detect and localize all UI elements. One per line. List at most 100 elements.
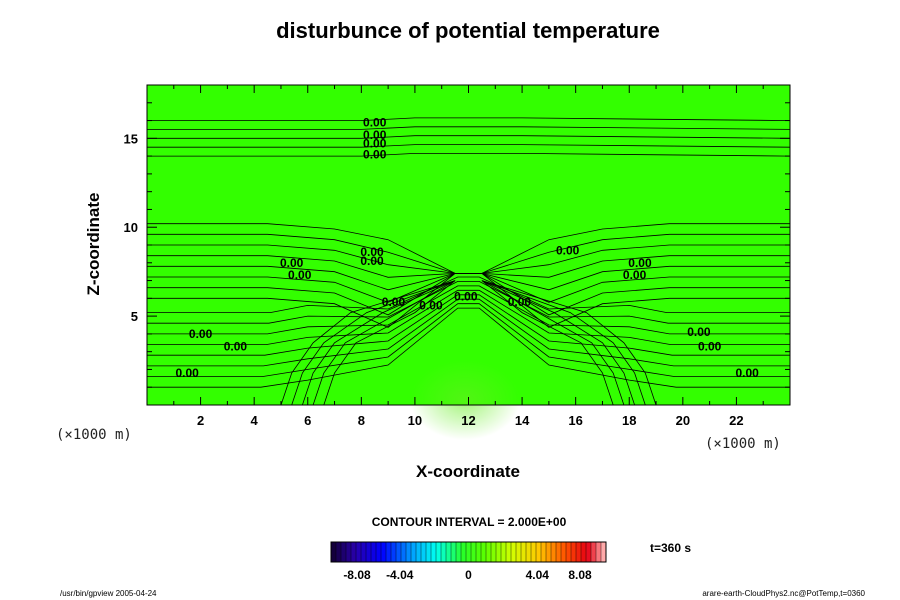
- colorbar-cell: [346, 542, 352, 562]
- contour-line: [312, 280, 456, 406]
- contour-line: [147, 289, 790, 345]
- contour-line: [481, 280, 657, 406]
- colorbar-cell: [426, 542, 432, 562]
- colorbar-cell: [366, 542, 372, 562]
- contour-label: 0.00: [280, 256, 304, 270]
- colorbar-cell: [516, 542, 522, 562]
- contour-interval: CONTOUR INTERVAL = 2.000E+00: [372, 515, 567, 529]
- contour-line: [291, 280, 456, 406]
- colorbar-frame: [330, 541, 607, 563]
- colorbar-cell: [381, 542, 387, 562]
- colorbar-cell: [476, 542, 482, 562]
- x-tick-label: 8: [358, 413, 365, 428]
- x-tick-label: 18: [622, 413, 636, 428]
- colorbar-cell: [586, 542, 592, 562]
- contour-label: 0.00: [363, 137, 387, 151]
- x-axis: 2 4 6 8 10 12 14 16 18 20 22: [173, 85, 764, 428]
- colorbar-cell: [566, 542, 572, 562]
- colorbar-cell: [471, 542, 477, 562]
- x-tick-label: 14: [515, 413, 530, 428]
- colorbar-cell: [376, 542, 382, 562]
- colorbar-cell: [371, 542, 377, 562]
- colorbar-cell: [581, 542, 587, 562]
- colorbar-cell: [401, 542, 407, 562]
- colorbar-cell: [436, 542, 442, 562]
- contour-label: 0.00: [224, 339, 248, 353]
- colorbar-cell: [466, 542, 472, 562]
- plot-area: 0.000.000.000.000.000.000.000.000.000.00…: [146, 84, 791, 440]
- colorbar-cell: [596, 542, 602, 562]
- colorbar-cell: [481, 542, 487, 562]
- colorbar-cell: [501, 542, 507, 562]
- colorbar-cell: [461, 542, 467, 562]
- footer-right: arare-earth-CloudPhys2.nc@PotTemp,t=0360: [702, 589, 865, 598]
- contour-label: 0.00: [556, 243, 580, 257]
- colorbar-cell: [551, 542, 557, 562]
- contour-label: 0.00: [735, 366, 759, 380]
- contour-labels: 0.000.000.000.000.000.000.000.000.000.00…: [176, 115, 760, 380]
- contour-line: [147, 281, 790, 324]
- y-axis: 5 10 15: [124, 102, 790, 388]
- colorbar-cell: [331, 542, 337, 562]
- contour-label: 0.00: [508, 295, 532, 309]
- colorbar-tick-label: 4.04: [526, 568, 550, 582]
- colorbar-cell: [521, 542, 527, 562]
- colorbar-cell: [361, 542, 367, 562]
- footer-left: /usr/bin/gpview 2005-04-24: [60, 589, 157, 598]
- contour-label: 0.00: [176, 366, 200, 380]
- contour-line: [147, 135, 791, 139]
- colorbar-cell: [356, 542, 362, 562]
- contour-line: [481, 280, 614, 406]
- y-axis-unit: (×1000 m): [56, 427, 132, 443]
- contour-label: 0.00: [360, 254, 384, 268]
- colorbar-cell: [431, 542, 437, 562]
- contour-label: 0.00: [698, 339, 722, 353]
- y-tick-label: 5: [131, 309, 138, 324]
- colorbar: -8.08 -4.04 0 4.04 8.08: [330, 541, 607, 582]
- contour-label: 0.00: [189, 327, 213, 341]
- colorbar-cell: [446, 542, 452, 562]
- contour-line: [147, 144, 791, 148]
- colorbar-cell: [561, 542, 567, 562]
- chart-title: disturbunce of potential temperature: [276, 18, 660, 43]
- contour-label: 0.00: [360, 245, 384, 259]
- colorbar-cell: [491, 542, 497, 562]
- colorbar-tick-label: 8.08: [568, 568, 592, 582]
- y-tick-label: 15: [124, 131, 138, 146]
- contour-line: [147, 276, 790, 313]
- colorbar-cell: [556, 542, 562, 562]
- contour-line: [323, 280, 456, 406]
- contour-line: [147, 307, 790, 388]
- contour-line: [302, 280, 456, 406]
- x-tick-label: 2: [197, 413, 204, 428]
- x-tick-label: 20: [676, 413, 690, 428]
- x-tick-label: 6: [304, 413, 311, 428]
- contour-label: 0.00: [687, 325, 711, 339]
- colorbar-cell: [526, 542, 532, 562]
- colorbar-tick-label: -4.04: [386, 568, 414, 582]
- colorbar-cell: [416, 542, 422, 562]
- contour-lines: [147, 117, 791, 406]
- contour-label: 0.00: [382, 295, 406, 309]
- warm-anomaly: [410, 360, 520, 440]
- colorbar-cell: [336, 542, 342, 562]
- colorbar-cell: [511, 542, 517, 562]
- x-axis-title: X-coordinate: [416, 462, 520, 481]
- contour-line: [147, 117, 791, 121]
- colorbar-cell: [496, 542, 502, 562]
- colorbar-cell: [351, 542, 357, 562]
- colorbar-cell: [486, 542, 492, 562]
- colorbar-cell: [591, 542, 597, 562]
- colorbar-cell: [386, 542, 392, 562]
- colorbar-cell: [546, 542, 552, 562]
- contour-line: [147, 294, 790, 356]
- contour-label: 0.00: [288, 268, 312, 282]
- colorbar-cell: [576, 542, 582, 562]
- colorbar-cell: [601, 542, 607, 562]
- colorbar-cell: [536, 542, 542, 562]
- colorbar-cell: [571, 542, 577, 562]
- colorbar-cell: [406, 542, 412, 562]
- contour-line: [147, 153, 791, 157]
- colorbar-tick-label: 0: [465, 568, 472, 582]
